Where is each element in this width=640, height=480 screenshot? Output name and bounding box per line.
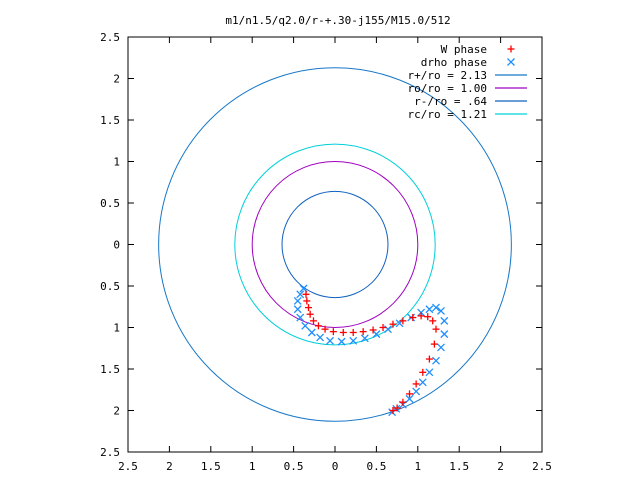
x-tick-label: 0.5 xyxy=(366,460,386,473)
x-tick-label: 0.5 xyxy=(284,460,304,473)
x-tick-label: 2 xyxy=(497,460,504,473)
w-phase-point xyxy=(429,317,437,325)
circle-2 xyxy=(281,190,389,299)
x-tick-label: 2.5 xyxy=(532,460,552,473)
x-tick-label: 1.5 xyxy=(201,460,221,473)
w-phase-point xyxy=(389,407,397,414)
w-phase-point xyxy=(349,328,357,336)
w-phase-point xyxy=(432,325,440,333)
drho-phase-point xyxy=(432,356,440,365)
reference-circles xyxy=(158,67,512,422)
axis-ticks: 2.5 2 1.5 1 0.5 0 0.5 1 1.5 2 2.52.521.510.500.511… xyxy=(100,31,552,473)
legend-label: rc/ro = 1.21 xyxy=(408,108,487,121)
drho-phase-point xyxy=(301,321,310,330)
drho-phase-point xyxy=(372,330,381,339)
w-phase-point xyxy=(399,317,407,325)
legend-label: r-/ro = .64 xyxy=(414,95,487,108)
y-tick-label: 2.5 xyxy=(100,446,120,459)
y-tick-label: 0.5 xyxy=(100,197,120,210)
circle-3 xyxy=(234,143,436,346)
w-phase-point xyxy=(321,325,329,333)
x-tick-label: 2 xyxy=(166,460,173,473)
w-phase-point xyxy=(305,304,313,312)
drho-phase-point xyxy=(405,394,414,403)
drho-phase-point xyxy=(293,305,302,314)
data-points xyxy=(293,284,449,417)
drho-phase-point xyxy=(293,296,302,305)
drho-phase-point xyxy=(437,343,445,352)
y-tick-label: 0 xyxy=(113,239,120,252)
w-phase-point xyxy=(417,312,425,320)
w-phase-point xyxy=(379,324,387,331)
w-phase-point xyxy=(430,340,438,348)
drho-phase-point xyxy=(326,336,334,345)
w-phase-point xyxy=(329,328,337,336)
w-phase-point xyxy=(389,320,397,328)
circle-0 xyxy=(158,67,512,422)
y-tick-label: 2 xyxy=(113,73,120,86)
drho-phase-point xyxy=(296,313,305,322)
w-phase-point xyxy=(393,404,401,412)
w-phase-point xyxy=(303,297,311,305)
drho-phase-point xyxy=(412,387,421,396)
w-phase-point xyxy=(419,368,427,376)
drho-phase-point xyxy=(440,316,449,325)
drho-phase-point xyxy=(349,336,358,345)
y-tick-label: 2.5 xyxy=(100,31,120,44)
y-tick-label: 1 xyxy=(113,322,120,335)
drho-phase-point xyxy=(432,303,440,312)
legend-label: drho phase xyxy=(421,56,487,69)
y-tick-label: 1.5 xyxy=(100,114,120,127)
drho-phase-point xyxy=(307,328,316,337)
w-phase-point xyxy=(302,290,310,298)
w-phase-point xyxy=(424,313,432,321)
w-phase-point xyxy=(409,314,417,322)
circle-1 xyxy=(251,161,419,328)
x-tick-label: 1 xyxy=(249,460,256,473)
x-tick-label: 2.5 xyxy=(118,460,138,473)
y-tick-label: 0.5 xyxy=(100,280,120,293)
legend-label: ro/ro = 1.00 xyxy=(408,82,487,95)
y-tick-label: 1.5 xyxy=(100,363,120,376)
drho-phase-point xyxy=(360,334,369,343)
drho-phase-point xyxy=(437,306,445,315)
x-tick-label: 1 xyxy=(414,460,421,473)
legend-label: r+/ro = 2.13 xyxy=(408,69,487,82)
legend-marker xyxy=(507,58,515,66)
w-phase-point xyxy=(369,326,377,334)
drho-phase-point xyxy=(384,325,392,334)
legend-marker xyxy=(507,45,515,53)
w-phase-point xyxy=(406,390,414,398)
chart-title: m1/n1.5/q2.0/r-+.30-j155/M15.0/512 xyxy=(225,14,450,27)
w-phase-point xyxy=(309,317,317,325)
drho-phase-point xyxy=(418,378,427,387)
w-phase-point xyxy=(314,322,322,330)
w-phase-point xyxy=(359,328,367,336)
y-tick-label: 1 xyxy=(113,156,120,169)
drho-phase-point xyxy=(316,333,325,342)
drho-phase-point xyxy=(425,368,434,377)
w-phase-point xyxy=(399,398,407,406)
legend-label: W phase xyxy=(441,43,487,56)
drho-phase-point xyxy=(425,305,434,314)
w-phase-point xyxy=(306,310,314,318)
w-phase-point xyxy=(425,355,433,363)
x-tick-label: 1.5 xyxy=(449,460,469,473)
y-tick-label: 2 xyxy=(113,405,120,418)
drho-phase-point xyxy=(388,408,397,417)
w-phase-point xyxy=(412,380,420,388)
w-phase-point xyxy=(339,328,347,336)
drho-phase-point xyxy=(296,290,305,299)
drho-phase-point xyxy=(337,337,346,346)
drho-phase-point xyxy=(440,330,449,339)
x-tick-label: 0 xyxy=(332,460,339,473)
